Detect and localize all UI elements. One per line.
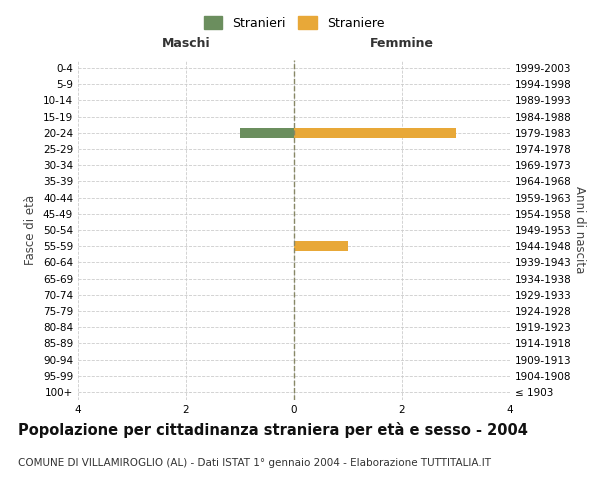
Bar bbox=[240, 128, 294, 138]
Text: Popolazione per cittadinanza straniera per età e sesso - 2004: Popolazione per cittadinanza straniera p… bbox=[18, 422, 528, 438]
Text: COMUNE DI VILLAMIROGLIO (AL) - Dati ISTAT 1° gennaio 2004 - Elaborazione TUTTITA: COMUNE DI VILLAMIROGLIO (AL) - Dati ISTA… bbox=[18, 458, 491, 468]
Y-axis label: Anni di nascita: Anni di nascita bbox=[572, 186, 586, 274]
Legend: Stranieri, Straniere: Stranieri, Straniere bbox=[199, 11, 389, 35]
Text: Maschi: Maschi bbox=[161, 38, 211, 51]
Bar bbox=[294, 128, 456, 138]
Y-axis label: Fasce di età: Fasce di età bbox=[25, 195, 37, 265]
Text: Femmine: Femmine bbox=[370, 38, 434, 51]
Bar bbox=[294, 242, 348, 251]
